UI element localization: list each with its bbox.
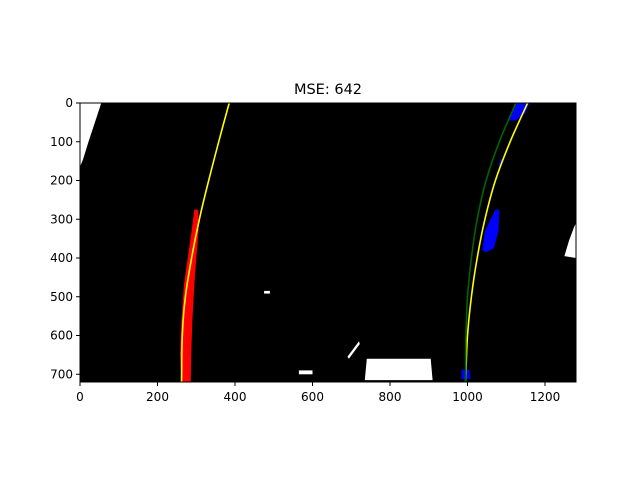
- x-tick-label-600: 600: [301, 390, 324, 404]
- y-tick-label-600: 600: [50, 329, 73, 343]
- chart-title: MSE: 642: [294, 82, 362, 98]
- noise-pixels-1: [564, 223, 576, 258]
- y-tick-label-700: 700: [50, 367, 73, 381]
- x-tick-label-1200: 1200: [530, 390, 561, 404]
- y-axis: 0 100 200 300 400 500 600 700: [50, 96, 80, 381]
- right-pixels-mid-blob: [482, 209, 500, 253]
- noise-pixels-0: [80, 103, 102, 167]
- x-tick-label-400: 400: [224, 390, 247, 404]
- y-tick-label-500: 500: [50, 290, 73, 304]
- x-tick-label-200: 200: [146, 390, 169, 404]
- right-pixels-top-blob: [509, 103, 530, 121]
- x-tick-label-0: 0: [76, 390, 84, 404]
- noise-pixels-4: [298, 370, 313, 375]
- left-fit-line: [180, 103, 230, 382]
- noise-pixels-5: [264, 290, 270, 294]
- left-pixels-blob: [180, 209, 199, 382]
- plot-background: [80, 103, 576, 382]
- right-reference-line: [464, 103, 517, 382]
- y-tick-label-100: 100: [50, 135, 73, 149]
- noise-layer: [80, 103, 576, 381]
- y-tick-label-0: 0: [65, 96, 73, 110]
- y-tick-label-300: 300: [50, 212, 73, 226]
- x-tick-label-800: 800: [379, 390, 402, 404]
- x-tick-label-1000: 1000: [452, 390, 483, 404]
- plot-area: [80, 103, 576, 382]
- plot-frame: [79, 102, 577, 383]
- right-fit-line: [464, 103, 529, 382]
- fit-line-layer: [180, 103, 529, 382]
- noise-pixels-2: [347, 341, 360, 359]
- noise-pixels-3: [364, 358, 433, 381]
- x-axis: 0 200 400 600 800 1000 1200: [76, 382, 560, 404]
- y-tick-label-400: 400: [50, 251, 73, 265]
- y-tick-label-200: 200: [50, 174, 73, 188]
